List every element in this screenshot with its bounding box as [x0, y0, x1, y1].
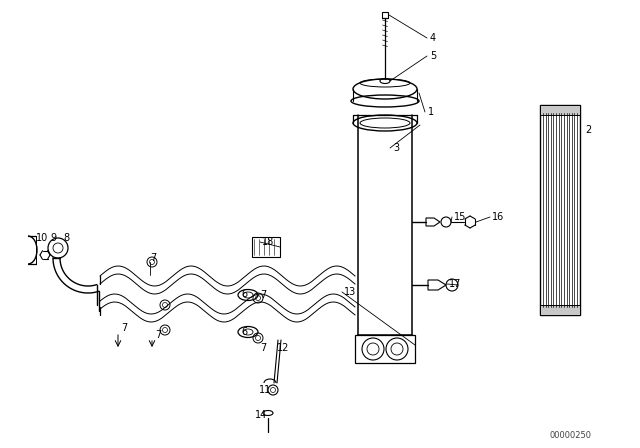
Bar: [382, 12, 388, 18]
Text: 7: 7: [150, 253, 156, 263]
Text: 00000250: 00000250: [549, 431, 591, 439]
Text: 15: 15: [454, 212, 467, 222]
Bar: [540, 305, 580, 315]
Text: 7: 7: [155, 330, 161, 340]
Text: 3: 3: [393, 143, 399, 153]
Text: 1: 1: [428, 107, 434, 117]
Text: 9: 9: [50, 233, 56, 243]
Text: 16: 16: [492, 212, 504, 222]
Text: 4: 4: [430, 33, 436, 43]
Bar: [540, 105, 580, 115]
Text: 7: 7: [260, 343, 266, 353]
Text: 11: 11: [259, 385, 271, 395]
Bar: [252, 237, 280, 257]
Polygon shape: [428, 280, 446, 290]
Text: 14: 14: [255, 410, 268, 420]
Text: 5: 5: [430, 51, 436, 61]
Polygon shape: [426, 218, 440, 226]
Text: 7: 7: [121, 323, 127, 333]
Text: 12: 12: [277, 343, 289, 353]
Text: 18: 18: [262, 237, 275, 247]
Text: 8: 8: [63, 233, 69, 243]
Bar: [355, 335, 415, 363]
Text: 2: 2: [585, 125, 591, 135]
Text: 13: 13: [344, 287, 356, 297]
Bar: [540, 105, 580, 315]
Text: 6: 6: [242, 289, 248, 299]
Text: 10: 10: [36, 233, 48, 243]
Text: 6: 6: [242, 327, 248, 337]
Text: 7: 7: [260, 290, 266, 300]
Text: 17: 17: [449, 279, 461, 289]
